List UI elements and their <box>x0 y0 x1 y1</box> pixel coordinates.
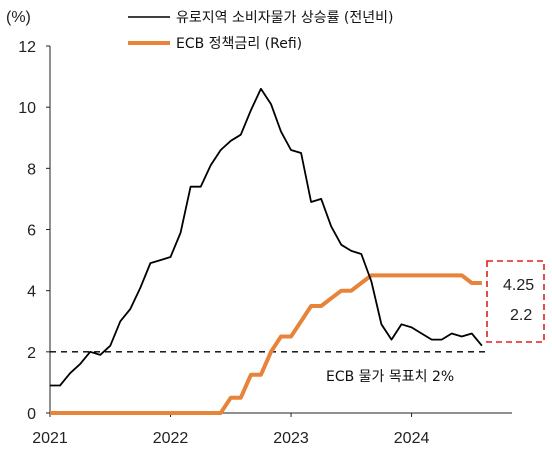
y-tick-label: 8 <box>27 161 36 178</box>
end-labels-box <box>486 260 545 343</box>
x-tick-label: 2023 <box>273 430 309 447</box>
y-unit-label: (%) <box>6 9 31 26</box>
legend: 유로지역 소비자물가 상승률 (전년비) ECB 정책금리 (Refi) <box>128 10 393 52</box>
target-2pct-label: ECB 물가 목표치 2% <box>326 369 454 385</box>
x-axis: 2021 2022 2023 2024 <box>32 413 429 447</box>
cpi-line <box>50 87 483 387</box>
legend-label-cpi: 유로지역 소비자물가 상승률 (전년비) <box>176 10 393 26</box>
y-tick-label: 4 <box>27 284 36 301</box>
y-tick-label: 2 <box>27 345 36 362</box>
y-axis: 0 2 4 6 8 10 12 <box>18 39 51 423</box>
x-tick-label: 2022 <box>153 430 189 447</box>
refi-line <box>50 273 482 415</box>
legend-label-refi: ECB 정책금리 (Refi) <box>176 36 302 52</box>
x-tick-label: 2024 <box>394 430 430 447</box>
series-layer <box>50 87 483 415</box>
y-tick-label: 0 <box>27 406 36 423</box>
end-label-refi: 4.25 <box>503 277 534 294</box>
y-tick-label: 10 <box>18 100 36 117</box>
x-tick-label: 2021 <box>32 430 68 447</box>
end-label-cpi: 2.2 <box>510 307 532 324</box>
y-tick-label: 12 <box>18 39 36 56</box>
y-tick-label: 6 <box>27 223 36 240</box>
